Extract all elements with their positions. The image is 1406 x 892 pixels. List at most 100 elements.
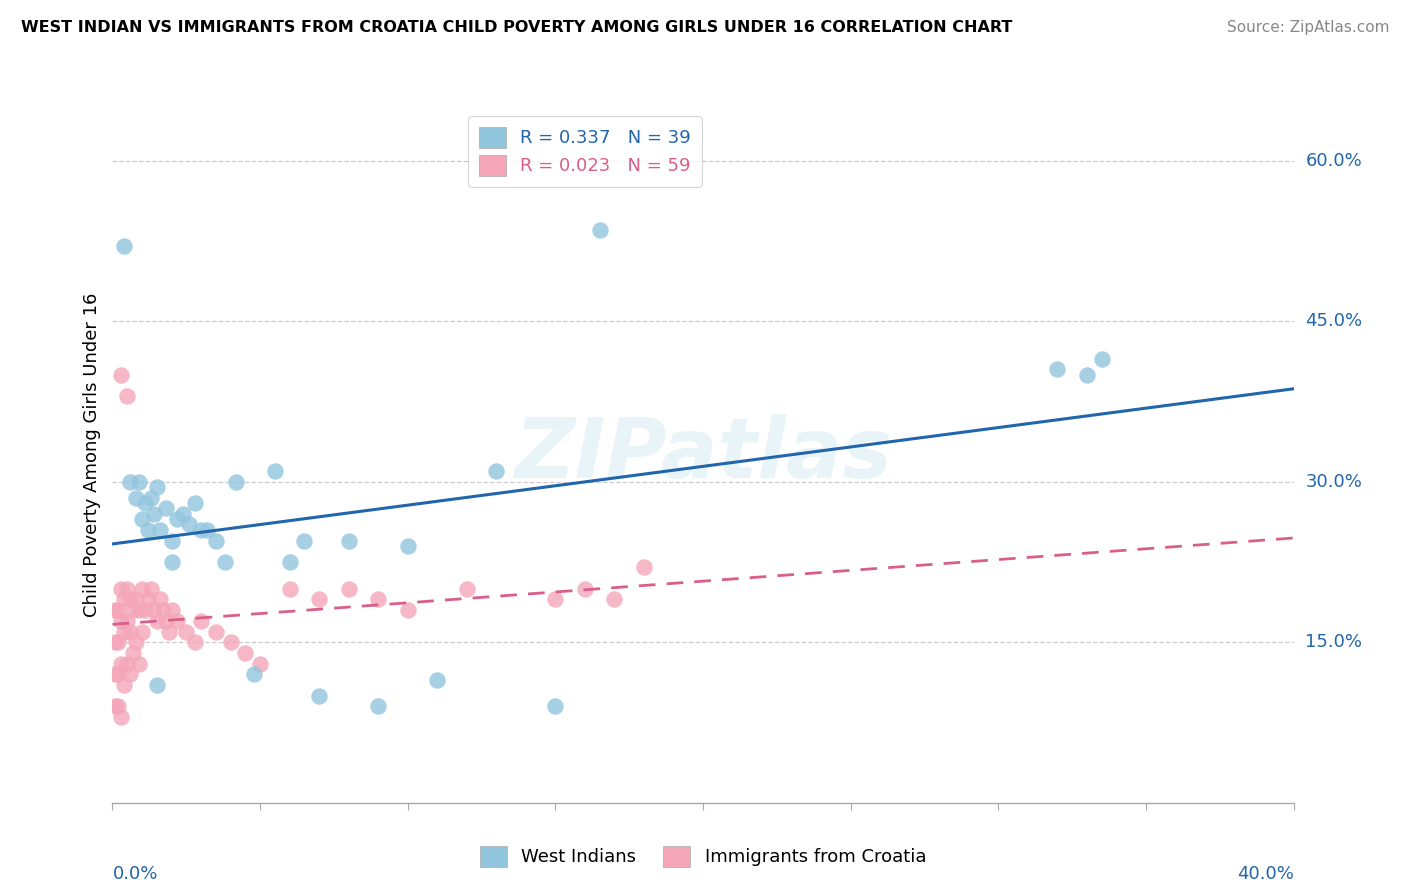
Text: 15.0%: 15.0%: [1305, 633, 1362, 651]
Point: [396, 603, 419, 617]
Point: [120, 475, 142, 489]
Point: [174, 624, 197, 639]
Point: [633, 560, 655, 574]
Point: [308, 592, 330, 607]
Point: [142, 507, 165, 521]
Point: [104, 699, 127, 714]
Point: [110, 657, 132, 671]
Point: [134, 603, 156, 617]
Text: 40.0%: 40.0%: [1237, 865, 1294, 883]
Point: [160, 533, 183, 548]
Legend: West Indians, Immigrants from Croatia: West Indians, Immigrants from Croatia: [472, 838, 934, 874]
Point: [225, 475, 247, 489]
Point: [292, 533, 315, 548]
Point: [219, 635, 242, 649]
Point: [190, 523, 212, 537]
Point: [184, 635, 207, 649]
Point: [205, 624, 228, 639]
Point: [308, 689, 330, 703]
Point: [117, 389, 138, 403]
Point: [146, 614, 169, 628]
Point: [117, 657, 138, 671]
Point: [134, 496, 156, 510]
Point: [120, 624, 142, 639]
Point: [112, 624, 135, 639]
Point: [128, 603, 150, 617]
Point: [107, 603, 129, 617]
Point: [146, 480, 169, 494]
Point: [131, 582, 153, 596]
Point: [337, 582, 360, 596]
Point: [104, 635, 127, 649]
Text: 0.0%: 0.0%: [112, 865, 157, 883]
Point: [149, 523, 172, 537]
Point: [456, 582, 478, 596]
Point: [179, 517, 201, 532]
Point: [278, 582, 301, 596]
Point: [125, 592, 148, 607]
Point: [146, 678, 169, 692]
Point: [396, 539, 419, 553]
Point: [131, 624, 153, 639]
Point: [172, 507, 194, 521]
Text: 45.0%: 45.0%: [1305, 312, 1362, 330]
Point: [120, 592, 142, 607]
Point: [233, 646, 256, 660]
Point: [544, 592, 567, 607]
Point: [426, 673, 449, 687]
Point: [128, 657, 150, 671]
Point: [142, 603, 165, 617]
Point: [157, 624, 180, 639]
Point: [155, 501, 177, 516]
Point: [160, 603, 183, 617]
Point: [155, 614, 177, 628]
Point: [104, 667, 127, 681]
Point: [190, 614, 212, 628]
Y-axis label: Child Poverty Among Girls Under 16: Child Poverty Among Girls Under 16: [83, 293, 101, 617]
Point: [122, 646, 145, 660]
Point: [112, 239, 135, 253]
Point: [195, 523, 218, 537]
Point: [367, 699, 389, 714]
Point: [160, 555, 183, 569]
Point: [485, 464, 508, 478]
Point: [1091, 351, 1114, 366]
Text: 60.0%: 60.0%: [1305, 152, 1362, 169]
Point: [110, 614, 132, 628]
Point: [128, 475, 150, 489]
Point: [107, 667, 129, 681]
Point: [136, 592, 159, 607]
Point: [1046, 362, 1069, 376]
Point: [104, 603, 127, 617]
Point: [603, 592, 626, 607]
Point: [149, 592, 172, 607]
Point: [131, 512, 153, 526]
Point: [110, 368, 132, 382]
Point: [110, 710, 132, 724]
Point: [214, 555, 236, 569]
Point: [367, 592, 389, 607]
Point: [117, 582, 138, 596]
Point: [337, 533, 360, 548]
Point: [112, 678, 135, 692]
Point: [1076, 368, 1098, 382]
Point: [166, 512, 188, 526]
Point: [110, 582, 132, 596]
Text: Source: ZipAtlas.com: Source: ZipAtlas.com: [1226, 20, 1389, 35]
Point: [205, 533, 228, 548]
Point: [120, 667, 142, 681]
Point: [278, 555, 301, 569]
Point: [243, 667, 266, 681]
Point: [139, 582, 162, 596]
Point: [117, 614, 138, 628]
Point: [107, 635, 129, 649]
Point: [574, 582, 596, 596]
Point: [125, 491, 148, 505]
Point: [588, 223, 610, 237]
Point: [166, 614, 188, 628]
Point: [152, 603, 174, 617]
Point: [112, 592, 135, 607]
Text: WEST INDIAN VS IMMIGRANTS FROM CROATIA CHILD POVERTY AMONG GIRLS UNDER 16 CORREL: WEST INDIAN VS IMMIGRANTS FROM CROATIA C…: [21, 20, 1012, 35]
Point: [139, 491, 162, 505]
Point: [136, 523, 159, 537]
